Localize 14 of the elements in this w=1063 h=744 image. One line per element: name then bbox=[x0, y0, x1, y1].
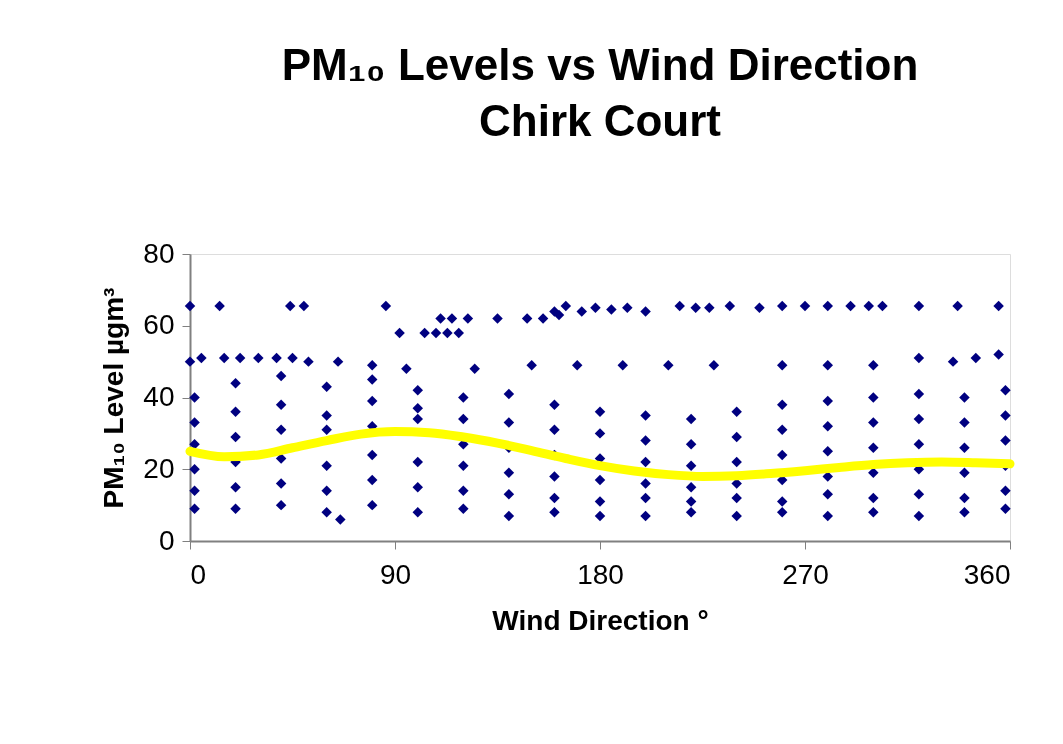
x-tick-label: 270 bbox=[782, 558, 829, 590]
y-tick-label: 40 bbox=[143, 381, 175, 412]
y-tick-label: 20 bbox=[143, 452, 175, 484]
y-axis-title: PM₁₀ Level µgm³ bbox=[98, 287, 130, 509]
y-tick-label: 80 bbox=[143, 237, 175, 269]
chart-title: PM₁₀ Levels vs Wind Direction bbox=[281, 40, 919, 89]
y-tick-label: 0 bbox=[158, 524, 175, 556]
chart-subtitle: Chirk Court bbox=[479, 96, 722, 145]
x-axis-title: Wind Direction ° bbox=[492, 604, 709, 636]
x-tick-label: 90 bbox=[379, 558, 412, 590]
x-tick-label: 180 bbox=[577, 558, 624, 590]
x-tick-label: 360 bbox=[963, 558, 1011, 590]
x-tick-label: 0 bbox=[190, 558, 207, 590]
y-tick-label: 60 bbox=[143, 309, 175, 341]
